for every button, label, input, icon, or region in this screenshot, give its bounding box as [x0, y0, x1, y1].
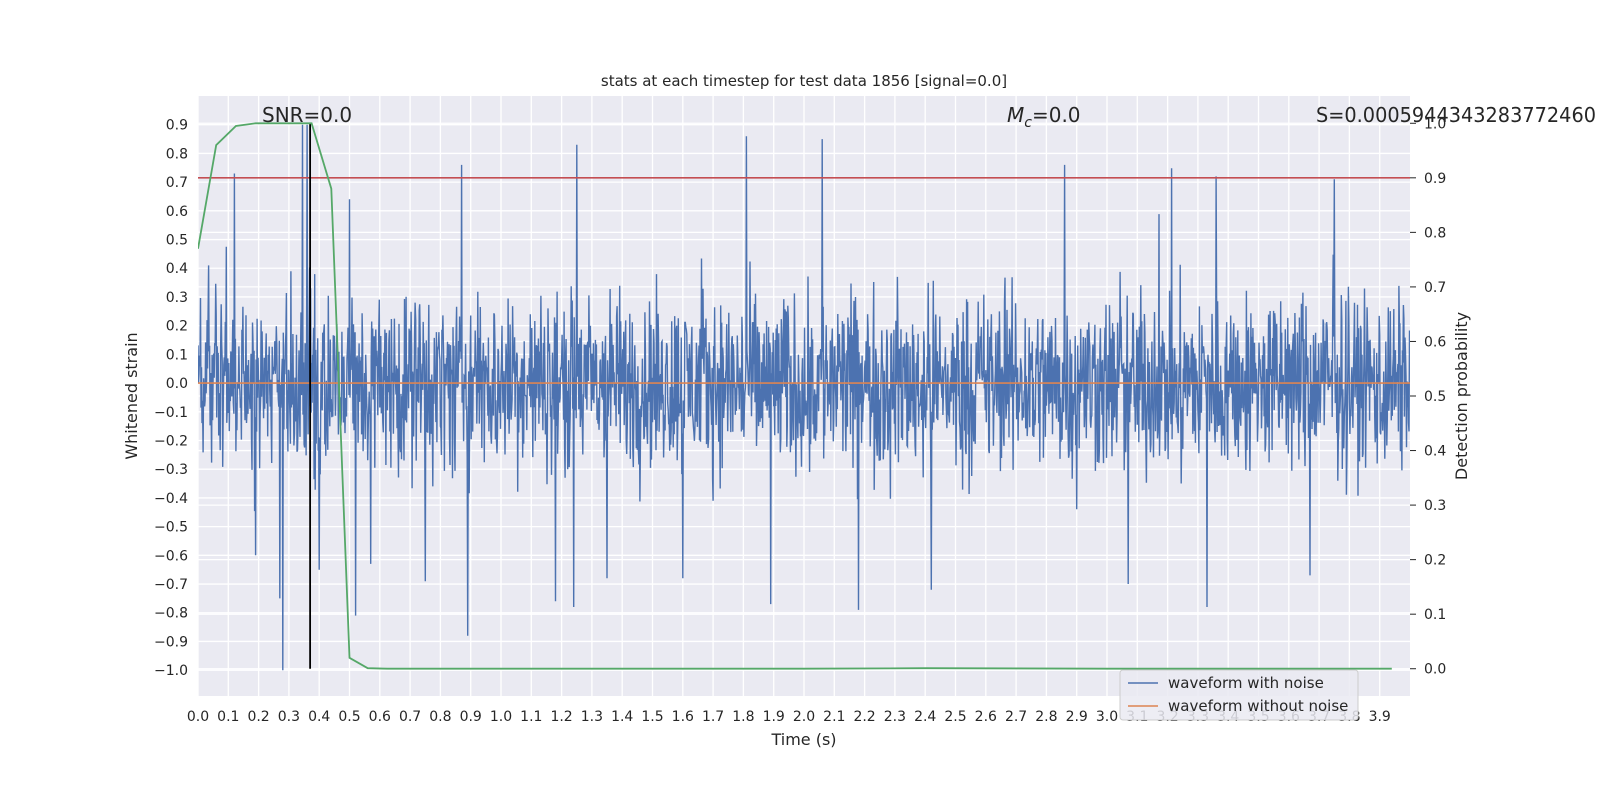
y2-tick-label: 0.6 — [1424, 334, 1446, 350]
y-tick-label: −0.3 — [154, 462, 188, 478]
mc-value: =0.0 — [1032, 103, 1081, 127]
x-tick-label: 1.6 — [672, 709, 694, 725]
x-tick-label: 0.1 — [217, 709, 239, 725]
y2-tick-label: 0.1 — [1424, 607, 1446, 623]
y-tick-label: −0.7 — [154, 577, 188, 593]
chirp-mass-annotation: Mc=0.0 — [1007, 103, 1081, 131]
x-tick-label: 0.2 — [247, 709, 269, 725]
mc-symbol: M — [1007, 103, 1024, 127]
snr-annotation: SNR=0.0 — [262, 103, 352, 127]
x-tick-label: 2.2 — [853, 709, 875, 725]
y-tick-label: 0.6 — [166, 204, 188, 220]
y2-tick-label: 0.9 — [1424, 171, 1446, 187]
y-tick-label: −0.5 — [154, 520, 188, 536]
x-tick-label: 2.7 — [1005, 709, 1027, 725]
y2-tick-label: 1.0 — [1424, 116, 1446, 132]
y-tick-label: −0.1 — [154, 405, 188, 421]
x-tick-label: 1.4 — [611, 709, 633, 725]
y2-tick-label: 0.0 — [1424, 662, 1446, 678]
x-tick-label: 1.8 — [732, 709, 754, 725]
y-tick-label: −1.0 — [154, 663, 188, 679]
y-tick-label: −0.8 — [154, 606, 188, 622]
y2-tick-label: 0.7 — [1424, 280, 1446, 296]
x-tick-label: 1.1 — [520, 709, 542, 725]
y2-tick-label: 0.2 — [1424, 553, 1446, 569]
y2-tick-label: 0.3 — [1424, 498, 1446, 514]
x-tick-label: 2.1 — [823, 709, 845, 725]
y-axis-label: Whitened strain — [122, 332, 141, 459]
s-annotation: S=0.0005944343283772460 — [1316, 103, 1596, 127]
x-tick-label: 0.6 — [369, 709, 391, 725]
y2-tick-label: 0.4 — [1424, 444, 1446, 460]
y-tick-label: 0.9 — [166, 118, 188, 134]
y-axis-ticks: 0.9 0.8 0.7 0.6 0.5 0.4 0.3 0.2 0.1 0.0 −0.1 −0.2 −0… — [154, 118, 188, 679]
legend-entry-noise: waveform with noise — [1168, 674, 1324, 692]
x-tick-label: 2.9 — [1066, 709, 1088, 725]
x-axis-label: Time (s) — [770, 730, 836, 749]
legend-box — [1119, 669, 1359, 721]
y-tick-label: 0.0 — [166, 376, 188, 392]
x-tick-label: 0.8 — [429, 709, 451, 725]
y-tick-label: −0.2 — [154, 433, 188, 449]
x-tick-label: 1.0 — [490, 709, 512, 725]
y-tick-label: −0.4 — [154, 491, 188, 507]
legend-entry-clean: waveform without noise — [1168, 697, 1348, 715]
y-tick-label: 0.2 — [166, 319, 188, 335]
x-tick-label: 2.3 — [884, 709, 906, 725]
y-tick-label: 0.4 — [166, 261, 188, 277]
x-tick-label: 1.7 — [702, 709, 724, 725]
y-tick-label: 0.3 — [166, 290, 188, 306]
x-tick-label: 1.5 — [641, 709, 663, 725]
x-tick-label: 1.3 — [581, 709, 603, 725]
y-tick-label: −0.9 — [154, 634, 188, 650]
x-tick-label: 0.9 — [460, 709, 482, 725]
x-tick-label: 0.5 — [338, 709, 360, 725]
x-tick-label: 0.3 — [278, 709, 300, 725]
x-tick-label: 1.9 — [763, 709, 785, 725]
y2-tick-label: 0.8 — [1424, 225, 1446, 241]
x-tick-label: 2.5 — [944, 709, 966, 725]
y2-axis-ticks: 1.0 0.9 0.8 0.7 0.6 0.5 0.4 0.3 0.2 0.1 0.0 — [1410, 116, 1446, 678]
waveform-with-noise-line — [198, 124, 1410, 671]
x-tick-label: 3.0 — [1096, 709, 1118, 725]
y2-axis-label: Detection probability — [1452, 312, 1471, 480]
x-tick-label: 3.9 — [1369, 709, 1391, 725]
mc-subscript: c — [1024, 115, 1032, 131]
x-tick-label: 2.8 — [1035, 709, 1057, 725]
y-tick-label: 0.5 — [166, 233, 188, 249]
x-tick-label: 0.0 — [187, 709, 209, 725]
x-tick-label: 1.2 — [550, 709, 572, 725]
y-tick-label: −0.6 — [154, 548, 188, 564]
detection-probability-line — [198, 122, 1392, 670]
y-tick-label: 0.8 — [166, 146, 188, 162]
legend: waveform with noise waveform without noi… — [1119, 669, 1359, 721]
y2-tick-label: 0.5 — [1424, 389, 1446, 405]
y-tick-label: 0.7 — [166, 175, 188, 191]
x-tick-label: 2.6 — [975, 709, 997, 725]
chart-title: stats at each timestep for test data 185… — [601, 72, 1007, 90]
y-tick-label: 0.1 — [166, 347, 188, 363]
x-tick-label: 0.4 — [308, 709, 330, 725]
x-tick-label: 2.0 — [793, 709, 815, 725]
x-tick-label: 0.7 — [399, 709, 421, 725]
x-tick-label: 2.4 — [914, 709, 936, 725]
